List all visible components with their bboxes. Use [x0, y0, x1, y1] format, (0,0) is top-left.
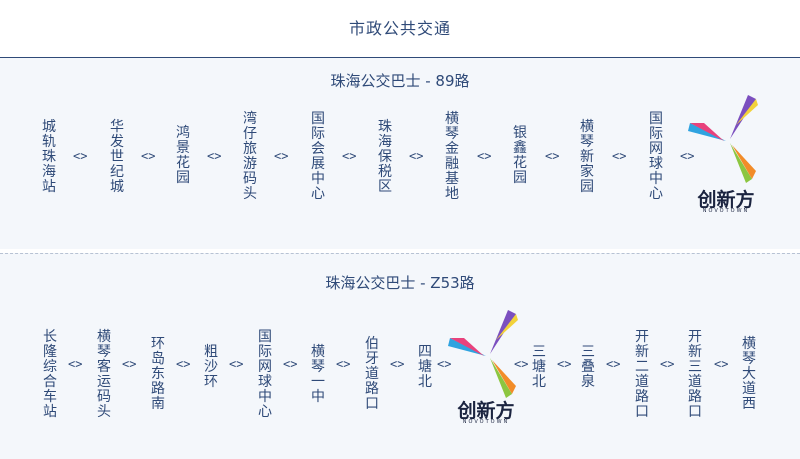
stop-z53-6: 横琴一中: [311, 344, 325, 405]
stop-89-5: 国际会展中心: [311, 111, 325, 202]
route-arrow: <>: [68, 357, 83, 371]
route-arrow: <>: [612, 149, 627, 163]
route-arrow: <>: [409, 149, 424, 163]
route-arrow: <>: [606, 357, 621, 371]
stop-89-9: 横琴新家园: [580, 119, 594, 195]
route-arrow: <>: [680, 149, 695, 163]
route-arrow: <>: [176, 357, 191, 371]
route-arrow: <>: [545, 149, 560, 163]
novotown-logo-mark-icon: [448, 310, 518, 398]
route-arrow: <>: [557, 357, 572, 371]
novotown-logo-mark-icon: [688, 95, 758, 183]
route-arrow: <>: [437, 357, 452, 371]
stop-z53-8: 四塘北: [418, 344, 432, 390]
route-arrow: <>: [660, 357, 675, 371]
stop-89-2: 华发世纪城: [110, 119, 124, 195]
stop-89-6: 珠海保税区: [378, 119, 392, 195]
route-arrow: <>: [714, 357, 729, 371]
stop-z53-7: 伯牙道路口: [365, 336, 379, 412]
route-arrow: <>: [342, 149, 357, 163]
stop-z53-12: 开新三道路口: [688, 329, 702, 420]
page-title: 市政公共交通: [348, 19, 451, 38]
route-arrow: <>: [514, 357, 529, 371]
stop-z53-3: 环岛东路南: [151, 336, 165, 412]
logo-subtext: NOVOTOWN: [702, 208, 750, 214]
stop-89-4: 湾仔旅游码头: [243, 111, 257, 202]
route-arrow: <>: [122, 357, 137, 371]
route-panel-89: [0, 57, 800, 249]
route-arrow: <>: [73, 149, 88, 163]
route-arrow: <>: [141, 149, 156, 163]
stop-89-8: 银鑫花园: [513, 125, 527, 186]
logo-text: 创新方: [457, 400, 515, 422]
stop-z53-2: 横琴客运码头: [97, 329, 111, 420]
stop-z53-4: 粗沙环: [204, 344, 218, 390]
stop-z53-5: 国际网球中心: [258, 329, 272, 420]
novotown-logo-89: 创新方 NOVOTOWN: [686, 95, 766, 215]
stop-89-7: 横琴金融基地: [445, 111, 459, 202]
logo-subtext: NOVOTOWN: [462, 419, 510, 425]
stop-89-10: 国际网球中心: [649, 111, 663, 202]
route-arrow: <>: [229, 357, 244, 371]
route-arrow: <>: [283, 357, 298, 371]
novotown-logo-z53: 创新方 NOVOTOWN: [446, 310, 526, 430]
stop-z53-1: 长隆综合车站: [43, 329, 57, 420]
route-arrow: <>: [207, 149, 222, 163]
stop-z53-11: 开新二道路口: [635, 329, 649, 420]
stop-z53-13: 横琴大道西: [742, 336, 756, 412]
route-arrow: <>: [274, 149, 289, 163]
route-title-z53: 珠海公交巴士 - Z53路: [325, 274, 475, 292]
logo-text: 创新方: [697, 189, 755, 211]
stop-z53-9: 三塘北: [532, 344, 546, 390]
stop-89-1: 城轨珠海站: [42, 119, 56, 195]
route-arrow: <>: [390, 357, 405, 371]
stop-89-3: 鸿景花园: [176, 125, 190, 186]
route-arrow: <>: [336, 357, 351, 371]
route-title-89: 珠海公交巴士 - 89路: [330, 72, 470, 90]
route-panel-z53: [0, 253, 800, 459]
stop-z53-10: 三叠泉: [581, 344, 595, 390]
route-arrow: <>: [477, 149, 492, 163]
